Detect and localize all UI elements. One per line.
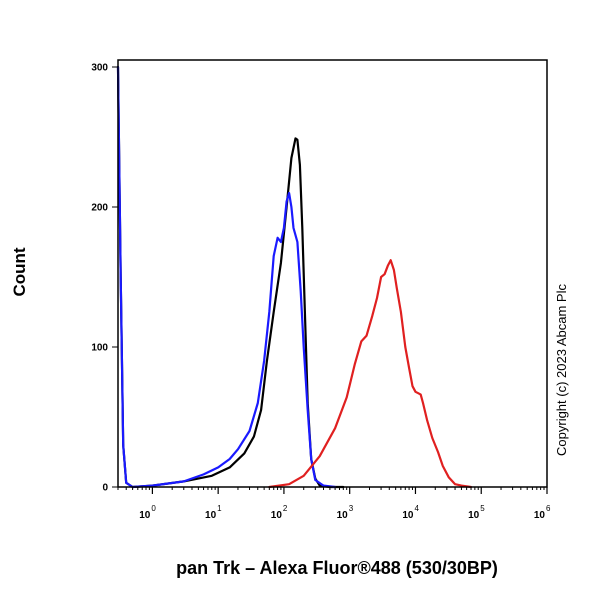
y-tick-label-1: 100 [91,343,108,354]
x-tick-exponent-0: 0 [151,504,156,513]
x-tick-exponent-5: 5 [480,504,485,513]
series-line-2 [268,259,473,489]
x-tick-exponent-3: 3 [349,504,354,513]
y-tick-label-0: 0 [102,483,108,494]
x-tick-exponent-2: 2 [283,504,288,513]
copyright-notice: Copyright (c) 2023 Abcam Plc [554,284,569,456]
x-tick-label-3: 10 [337,510,349,521]
y-tick-label-3: 300 [91,63,108,74]
y-tick-label-2: 200 [91,203,108,214]
x-axis-label: pan Trk – Alexa Fluor®488 (530/30BP) [176,558,498,578]
curves-layer [116,65,473,489]
x-tick-exponent-6: 6 [546,504,551,513]
x-tick-label-4: 10 [402,510,414,521]
plot-frame [117,59,548,488]
x-tick-label-6: 10 [534,510,546,521]
y-axis: 0 100 200 300 [91,63,118,494]
x-tick-label-2: 10 [271,510,283,521]
x-tick-label-5: 10 [468,510,480,521]
x-tick-label-0: 10 [139,510,151,521]
x-tick-exponent-4: 4 [414,504,419,513]
series-line-1 [116,65,337,489]
y-axis-label: Count [10,247,29,296]
x-tick-label-1: 10 [205,510,217,521]
x-tick-exponent-1: 1 [217,504,222,513]
